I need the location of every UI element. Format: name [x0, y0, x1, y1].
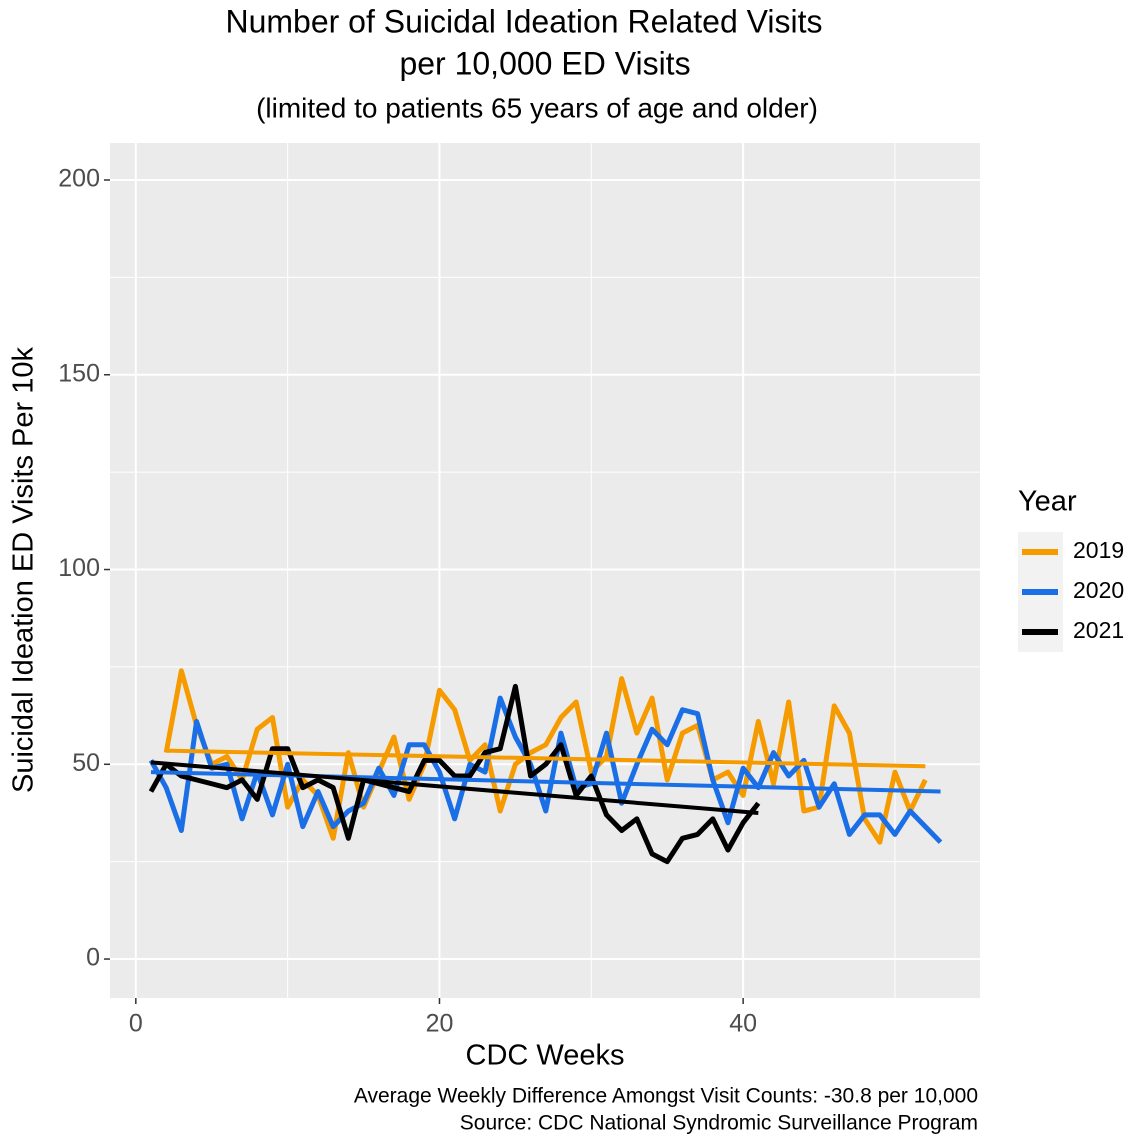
series-line — [148, 695, 943, 844]
legend-title: Year — [1018, 486, 1077, 518]
caption: Source: CDC National Syndromic Surveilla… — [460, 1112, 978, 1135]
y-tick-label: 100 — [58, 554, 100, 582]
series-line — [148, 683, 761, 865]
chart-title: Number of Suicidal Ideation Related Visi… — [225, 3, 822, 39]
y-tick-label: 150 — [58, 359, 100, 387]
y-axis-label: Suicidal Ideation ED Visits Per 10k — [8, 347, 40, 793]
x-axis-label: CDC Weeks — [466, 1040, 625, 1072]
caption: Average Weekly Difference Amongst Visit … — [354, 1085, 978, 1108]
lines — [148, 668, 943, 865]
legend-label: 2021 — [1073, 617, 1124, 643]
grid — [110, 143, 980, 998]
x-tick-label: 40 — [729, 1010, 757, 1038]
y-tick-label: 0 — [86, 944, 100, 972]
chart-title: per 10,000 ED Visits — [399, 45, 690, 81]
series-line — [163, 668, 928, 845]
x-tick-label: 0 — [129, 1010, 143, 1038]
x-tick-label: 20 — [426, 1010, 454, 1038]
trend-line — [150, 770, 941, 794]
legend-label: 2019 — [1073, 537, 1124, 563]
y-tick-label: 200 — [58, 165, 100, 193]
legend-label: 2020 — [1073, 577, 1124, 603]
chart-subtitle: (limited to patients 65 years of age and… — [256, 92, 818, 123]
trend-line — [166, 748, 926, 769]
y-tick-label: 50 — [72, 749, 100, 777]
trend-line — [150, 760, 759, 815]
